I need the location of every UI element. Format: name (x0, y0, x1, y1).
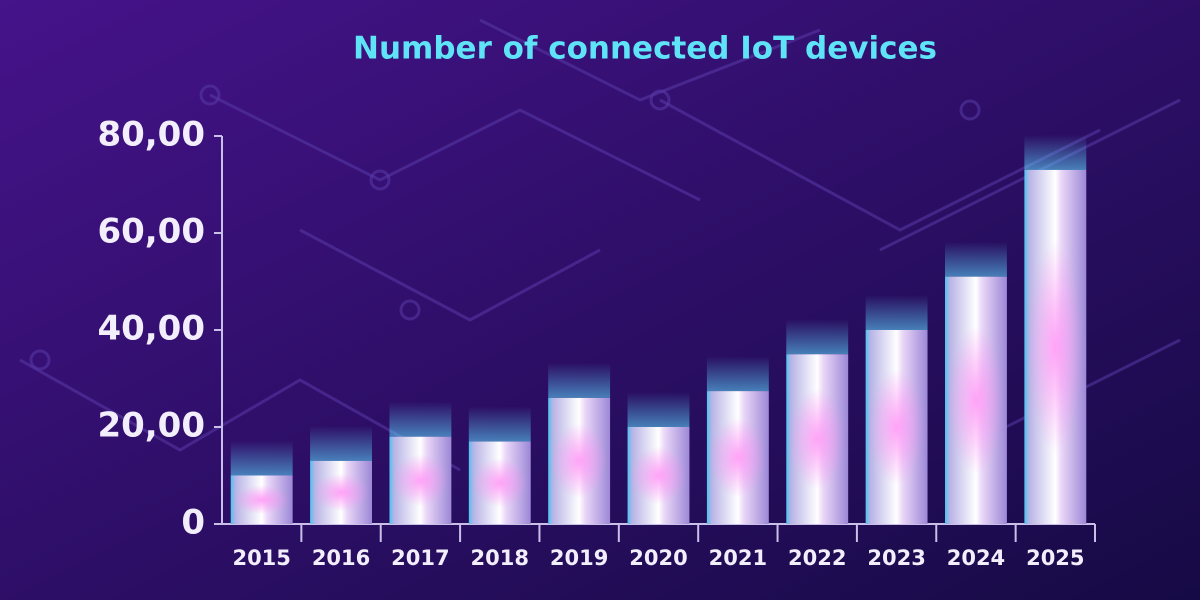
x-tick-label: 2024 (947, 546, 1005, 570)
x-tick-label: 2023 (867, 546, 925, 570)
bar-glow (551, 423, 607, 499)
bar-glow (630, 446, 687, 505)
bar-halo (230, 440, 293, 476)
bar-halo (389, 401, 452, 437)
bar-glow (868, 368, 925, 486)
y-tick-label: 80,00 (97, 115, 205, 155)
x-tick-label: 2022 (788, 546, 846, 570)
bar-halo (945, 241, 1007, 277)
y-tick-label: 60,00 (97, 212, 205, 252)
bar-halo (548, 362, 611, 398)
bar-halo (706, 356, 769, 392)
bar-glow (313, 473, 369, 512)
x-tick-label: 2019 (550, 546, 608, 570)
x-tick-label: 2021 (709, 546, 767, 570)
y-tick-label: 40,00 (97, 309, 205, 349)
bar-glow (710, 417, 766, 498)
bar-glow (1027, 240, 1084, 454)
bar-halo (1024, 134, 1087, 170)
x-tick-label: 2025 (1026, 546, 1084, 570)
y-tick-label: 0 (181, 503, 205, 543)
bar-glow (392, 454, 449, 507)
bar-halo (865, 295, 928, 330)
x-tick-label: 2016 (312, 546, 370, 570)
bar-glow (948, 326, 1004, 475)
bar-glow (233, 485, 290, 515)
bar-halo (468, 406, 531, 442)
bar-glow (471, 458, 528, 508)
bar-halo (627, 392, 690, 427)
x-tick-label: 2018 (471, 546, 529, 570)
x-tick-label: 2020 (629, 546, 687, 570)
bar-halo (786, 319, 849, 355)
x-tick-label: 2017 (391, 546, 449, 570)
chart-title: Number of connected IoT devices (353, 31, 937, 67)
circuit-decoration (19, 18, 1181, 472)
x-tick-label: 2015 (232, 546, 290, 570)
bar-halo (310, 425, 372, 461)
y-tick-label: 20,00 (97, 406, 205, 446)
bar-glow (789, 388, 846, 491)
